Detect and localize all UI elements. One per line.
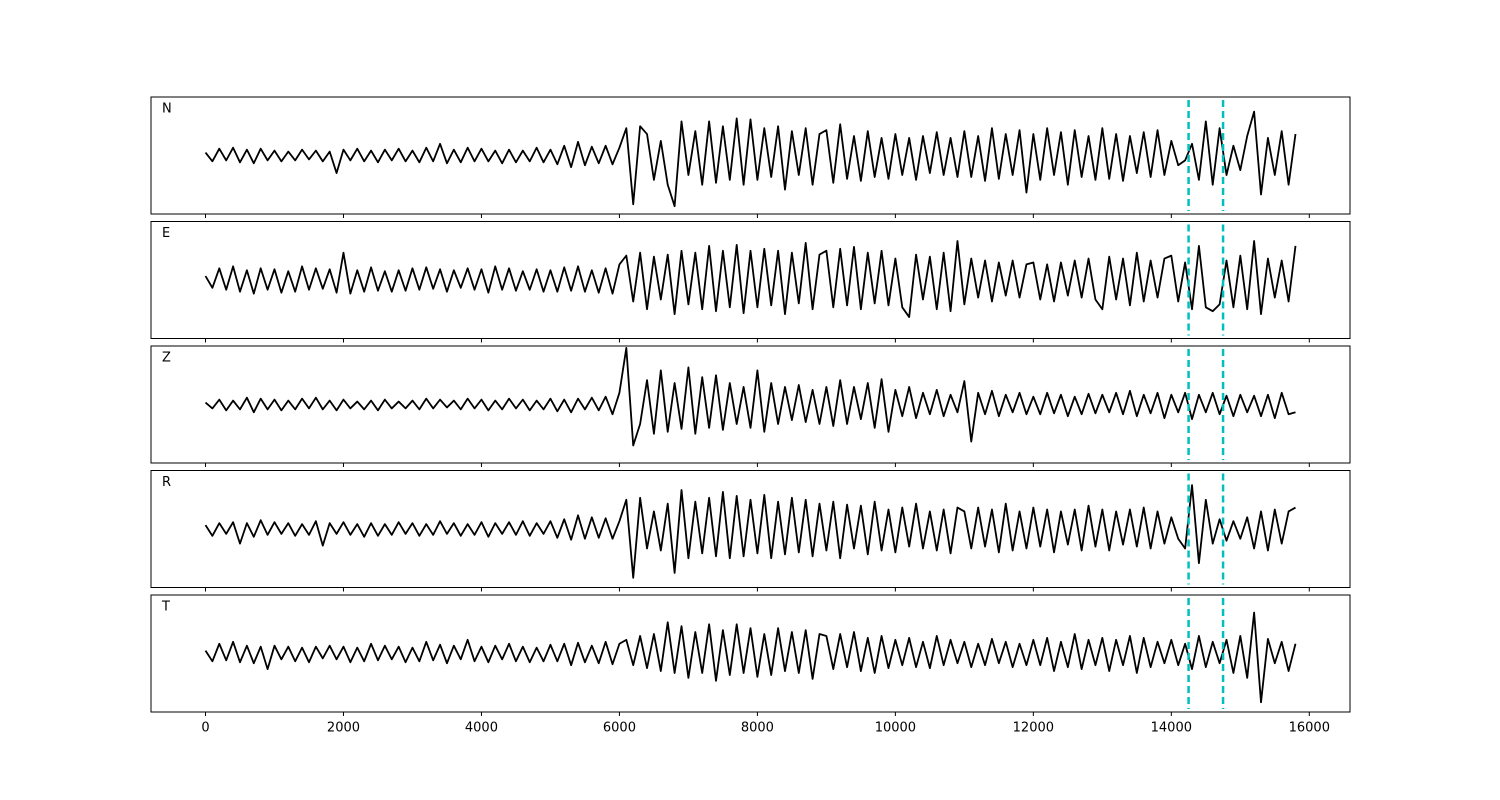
x-tick-label: 0	[201, 721, 209, 736]
trace	[204, 110, 1297, 208]
x-tick-label: 8000	[741, 721, 774, 736]
x-tick-label: 14000	[1151, 721, 1192, 736]
panel-frame	[150, 221, 1351, 339]
trace	[204, 611, 1297, 704]
panel-label: E	[162, 226, 170, 241]
panel-frame	[150, 345, 1351, 464]
trace	[204, 347, 1296, 447]
x-tick-label: 6000	[603, 721, 636, 736]
x-tick-label: 12000	[1013, 721, 1054, 736]
panel-frame	[150, 594, 1351, 713]
panel-label: R	[162, 475, 171, 490]
x-tick-label: 10000	[875, 721, 916, 736]
x-tick-label: 4000	[465, 721, 498, 736]
trace	[204, 240, 1297, 318]
x-tick-label: 2000	[327, 721, 360, 736]
panel-label: T	[161, 600, 170, 615]
panel-label: N	[162, 102, 172, 117]
trace	[204, 484, 1296, 579]
panel-frame	[150, 96, 1351, 215]
panel-label: Z	[162, 351, 171, 366]
panel-frame	[150, 470, 1351, 588]
x-tick-label: 16000	[1289, 721, 1330, 736]
